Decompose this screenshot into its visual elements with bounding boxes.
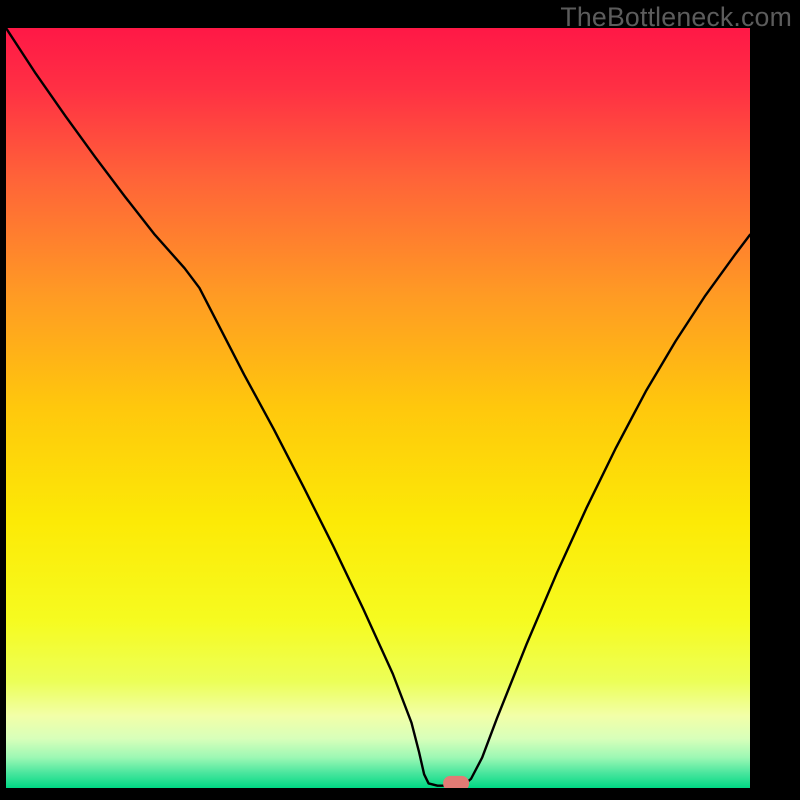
min-marker	[443, 776, 469, 788]
plot-area	[6, 28, 750, 788]
gradient-background	[6, 28, 750, 788]
chart-svg	[6, 28, 750, 788]
chart-frame: TheBottleneck.com	[0, 0, 800, 800]
